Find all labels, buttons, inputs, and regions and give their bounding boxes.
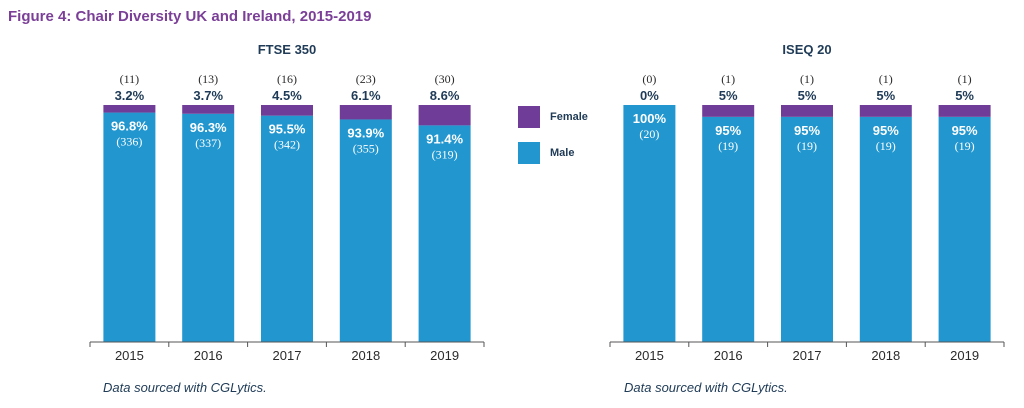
ftse-bar-male-2019 <box>418 125 471 342</box>
iseq-bar-male-2019 <box>938 116 991 342</box>
ftse-bar-male-2015 <box>103 112 156 342</box>
legend: Female Male <box>518 106 588 178</box>
ftse-male-count-2019: (319) <box>432 147 458 161</box>
legend-swatch-male <box>518 142 540 164</box>
ftse-bar-female-2018 <box>339 105 392 120</box>
ftse-female-count-2019: (30) <box>435 72 455 86</box>
ftse-bar-male-2016 <box>182 113 235 342</box>
legend-item-female: Female <box>518 106 588 128</box>
iseq-male-count-2018: (19) <box>876 139 896 153</box>
ftse-male-pct-2015: 96.8% <box>111 119 148 134</box>
iseq-x-tick-2016: 2016 <box>714 348 743 363</box>
ftse-bar-female-2016 <box>182 105 235 114</box>
iseq-bar-male-2015 <box>623 105 676 342</box>
ftse-male-count-2016: (337) <box>195 136 221 150</box>
iseq-x-tick-2019: 2019 <box>950 348 979 363</box>
ftse-female-pct-2019: 8.6% <box>430 88 460 103</box>
iseq-female-pct-2018: 5% <box>876 88 895 103</box>
ftse-male-count-2015: (336) <box>116 135 142 149</box>
iseq-bar-female-2018 <box>859 105 912 117</box>
ftse-bar-female-2019 <box>418 105 471 126</box>
iseq-male-count-2015: (20) <box>639 127 659 141</box>
iseq-male-pct-2019: 95% <box>952 123 978 138</box>
ftse-male-pct-2019: 91.4% <box>426 131 463 146</box>
iseq-female-pct-2017: 5% <box>798 88 817 103</box>
ftse-male-count-2018: (355) <box>353 141 379 155</box>
ftse-female-pct-2016: 3.7% <box>193 88 223 103</box>
ftse-x-tick-2015: 2015 <box>115 348 144 363</box>
ftse-x-tick-2018: 2018 <box>351 348 380 363</box>
ftse-bar-male-2017 <box>261 115 313 342</box>
iseq-male-count-2019: (19) <box>955 139 975 153</box>
ftse-female-pct-2017: 4.5% <box>272 88 302 103</box>
source-note-ftse: Data sourced with CGLytics. <box>103 380 267 395</box>
iseq-bar-female-2019 <box>938 105 991 117</box>
figure-title: Figure 4: Chair Diversity UK and Ireland… <box>8 8 372 25</box>
iseq-male-pct-2018: 95% <box>873 123 899 138</box>
ftse-female-count-2017: (16) <box>277 72 297 86</box>
iseq-female-count-2018: (1) <box>879 72 893 86</box>
source-note-iseq: Data sourced with CGLytics. <box>624 380 788 395</box>
ftse-female-pct-2018: 6.1% <box>351 88 381 103</box>
legend-label-female: Female <box>550 111 588 123</box>
ftse-bar-female-2015 <box>103 105 156 113</box>
iseq-male-count-2017: (19) <box>797 139 817 153</box>
iseq-male-count-2016: (19) <box>718 139 738 153</box>
ftse-female-count-2016: (13) <box>198 72 218 86</box>
legend-swatch-female <box>518 106 540 128</box>
iseq-x-tick-2015: 2015 <box>635 348 664 363</box>
ftse-male-pct-2017: 95.5% <box>269 122 306 137</box>
iseq-bar-male-2017 <box>781 116 833 342</box>
iseq-female-count-2017: (1) <box>800 72 814 86</box>
iseq-female-pct-2015: 0% <box>640 88 659 103</box>
ftse-male-pct-2018: 93.9% <box>347 125 384 140</box>
ftse-male-count-2017: (342) <box>274 138 300 152</box>
iseq-female-pct-2019: 5% <box>955 88 974 103</box>
iseq-chart-title: ISEQ 20 <box>782 42 831 57</box>
legend-item-male: Male <box>518 142 588 164</box>
iseq-x-tick-2018: 2018 <box>871 348 900 363</box>
iseq-male-pct-2016: 95% <box>715 123 741 138</box>
iseq-female-count-2019: (1) <box>958 72 972 86</box>
ftse-female-pct-2015: 3.2% <box>115 88 145 103</box>
legend-label-male: Male <box>550 147 575 159</box>
iseq-female-count-2016: (1) <box>721 72 735 86</box>
iseq-male-pct-2017: 95% <box>794 123 820 138</box>
iseq-x-tick-2017: 2017 <box>793 348 822 363</box>
ftse-male-pct-2016: 96.3% <box>190 120 227 135</box>
ftse-x-tick-2017: 2017 <box>273 348 302 363</box>
iseq-bar-female-2016 <box>702 105 755 117</box>
ftse-female-count-2015: (11) <box>120 72 140 86</box>
ftse-x-tick-2016: 2016 <box>194 348 223 363</box>
iseq-female-count-2015: (0) <box>642 72 656 86</box>
ftse-chart-title: FTSE 350 <box>258 42 317 57</box>
ftse-female-count-2018: (23) <box>356 72 376 86</box>
iseq-bar-male-2018 <box>859 116 912 342</box>
ftse-x-tick-2019: 2019 <box>430 348 459 363</box>
ftse-bar-female-2017 <box>261 105 313 116</box>
iseq-female-pct-2016: 5% <box>719 88 738 103</box>
ftse-bar-male-2018 <box>339 119 392 342</box>
iseq-male-pct-2015: 100% <box>633 111 667 126</box>
iseq-bar-male-2016 <box>702 116 755 342</box>
iseq-bar-female-2017 <box>781 105 833 117</box>
